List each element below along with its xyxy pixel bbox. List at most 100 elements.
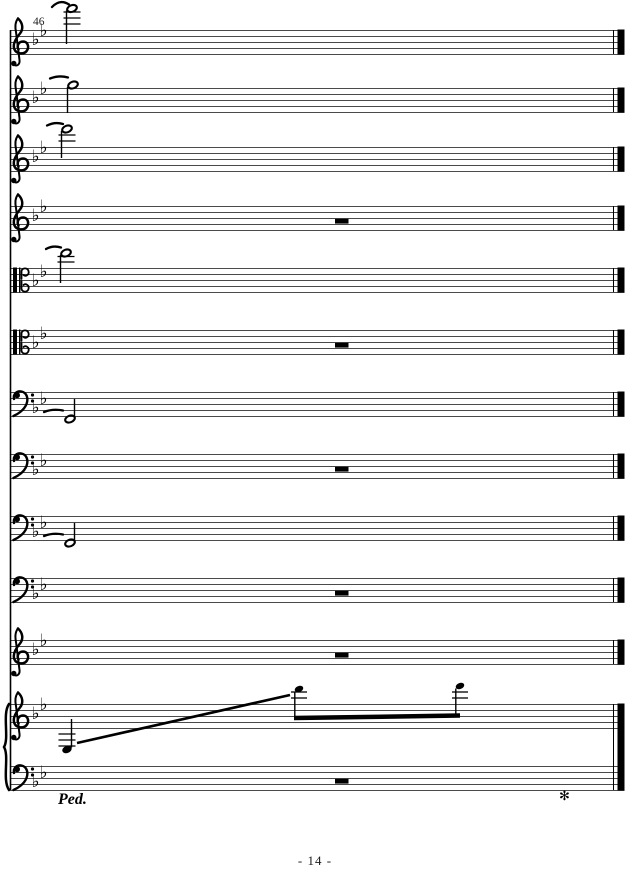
pedal-release-icon[interactable]: ✻: [559, 789, 570, 804]
treble-clef-icon: [11, 193, 30, 243]
flat-sign: ♭: [40, 451, 48, 471]
tie-into-system: [45, 121, 65, 127]
bass-clef-icon: [12, 576, 35, 604]
flat-sign: ♭: [40, 21, 48, 41]
whole-rest[interactable]: [335, 652, 349, 658]
notehead[interactable]: [455, 682, 465, 691]
flat-sign: ♭: [32, 206, 40, 226]
glissando-line: [76, 693, 291, 745]
staff-2: ♭ ♭: [10, 75, 625, 125]
tie-into-system: [42, 408, 65, 414]
staff-5: ♭ ♭: [10, 245, 625, 293]
flat-sign: ♭: [40, 513, 48, 533]
bass-clef-icon: [12, 452, 35, 480]
half-note[interactable]: [64, 399, 76, 424]
final-barline: [617, 577, 625, 603]
tie-into-system: [42, 532, 65, 538]
notehead[interactable]: [61, 124, 73, 134]
flat-sign: ♭: [40, 324, 48, 344]
final-barline: [617, 146, 625, 172]
treble-clef-icon: [11, 691, 30, 741]
half-note[interactable]: [66, 80, 79, 113]
flat-sign: ♭: [40, 262, 48, 282]
final-barline: [617, 391, 625, 417]
pedal-start-marking[interactable]: Ped.: [58, 791, 87, 808]
whole-rest[interactable]: [335, 778, 349, 784]
measure-number: 46: [33, 16, 45, 28]
treble-clef-icon: [11, 627, 30, 677]
eighth-note[interactable]: [58, 719, 76, 754]
flat-sign: ♭: [32, 333, 40, 353]
final-barline: [617, 205, 625, 231]
flat-sign: ♭: [40, 631, 48, 651]
flat-sign: ♭: [32, 147, 40, 167]
final-barline: [617, 87, 625, 113]
bass-clef-icon: [12, 390, 35, 418]
flat-sign: ♭: [40, 695, 48, 715]
whole-rest[interactable]: [335, 218, 349, 224]
staff-7: ♭ ♭: [10, 389, 625, 424]
staff-4: ♭ ♭: [10, 193, 625, 243]
flat-sign: ♭: [32, 522, 40, 542]
half-note[interactable]: [58, 124, 76, 158]
staff-11: ♭ ♭: [10, 627, 625, 677]
final-barline: [617, 515, 625, 541]
notehead[interactable]: [64, 414, 76, 424]
tie-into-system: [48, 75, 70, 80]
staff-3: ♭ ♭: [10, 121, 625, 184]
flat-sign: ♭: [40, 197, 48, 217]
alto-clef-icon: [13, 329, 30, 355]
page-number: - 14 -: [297, 853, 333, 868]
staff-9: ♭ ♭: [10, 513, 625, 548]
notehead[interactable]: [294, 685, 304, 694]
half-note[interactable]: [63, 3, 81, 44]
treble-clef-icon: [11, 17, 30, 67]
beamed-eighth-pair[interactable]: [291, 682, 468, 721]
bass-clef-icon: [12, 764, 35, 792]
notehead[interactable]: [60, 248, 72, 258]
staff-1: ♭ ♭: [10, 0, 625, 67]
flat-sign: ♭: [32, 88, 40, 108]
flat-sign: ♭: [32, 30, 40, 50]
whole-rest[interactable]: [335, 466, 349, 472]
flat-sign: ♭: [32, 640, 40, 660]
half-note[interactable]: [57, 248, 75, 283]
notehead[interactable]: [66, 3, 78, 14]
staff-13: ♭ ♭: [10, 763, 625, 792]
flat-sign: ♭: [40, 763, 48, 783]
final-barline: [617, 453, 625, 479]
tie-into-system: [44, 245, 63, 251]
flat-sign: ♭: [40, 575, 48, 595]
treble-clef-icon: [11, 134, 30, 184]
staff-10: ♭ ♭: [10, 575, 625, 604]
half-note[interactable]: [64, 523, 76, 548]
beam: [294, 713, 460, 721]
flat-sign: ♭: [32, 704, 40, 724]
tie-into-system: [50, 0, 71, 9]
notehead[interactable]: [62, 745, 72, 754]
treble-clef-icon: [11, 75, 30, 125]
final-barline: [617, 267, 625, 293]
staff-6: ♭ ♭: [10, 324, 625, 355]
final-barline: [617, 639, 625, 665]
alto-clef-icon: [13, 267, 30, 293]
flat-sign: ♭: [40, 79, 48, 99]
notehead[interactable]: [64, 538, 76, 548]
whole-rest[interactable]: [335, 590, 349, 596]
flat-sign: ♭: [32, 460, 40, 480]
staff-8: ♭ ♭: [10, 451, 625, 480]
flat-sign: ♭: [40, 138, 48, 158]
whole-rest[interactable]: [335, 342, 349, 348]
flat-sign: ♭: [40, 389, 48, 409]
piano-brace-icon: [2, 702, 11, 792]
flat-sign: ♭: [32, 584, 40, 604]
flat-sign: ♭: [32, 398, 40, 418]
flat-sign: ♭: [32, 772, 40, 792]
notehead[interactable]: [67, 80, 79, 90]
flat-sign: ♭: [32, 271, 40, 291]
final-barline: [617, 329, 625, 355]
final-barline: [617, 29, 625, 55]
bass-clef-icon: [12, 514, 35, 542]
